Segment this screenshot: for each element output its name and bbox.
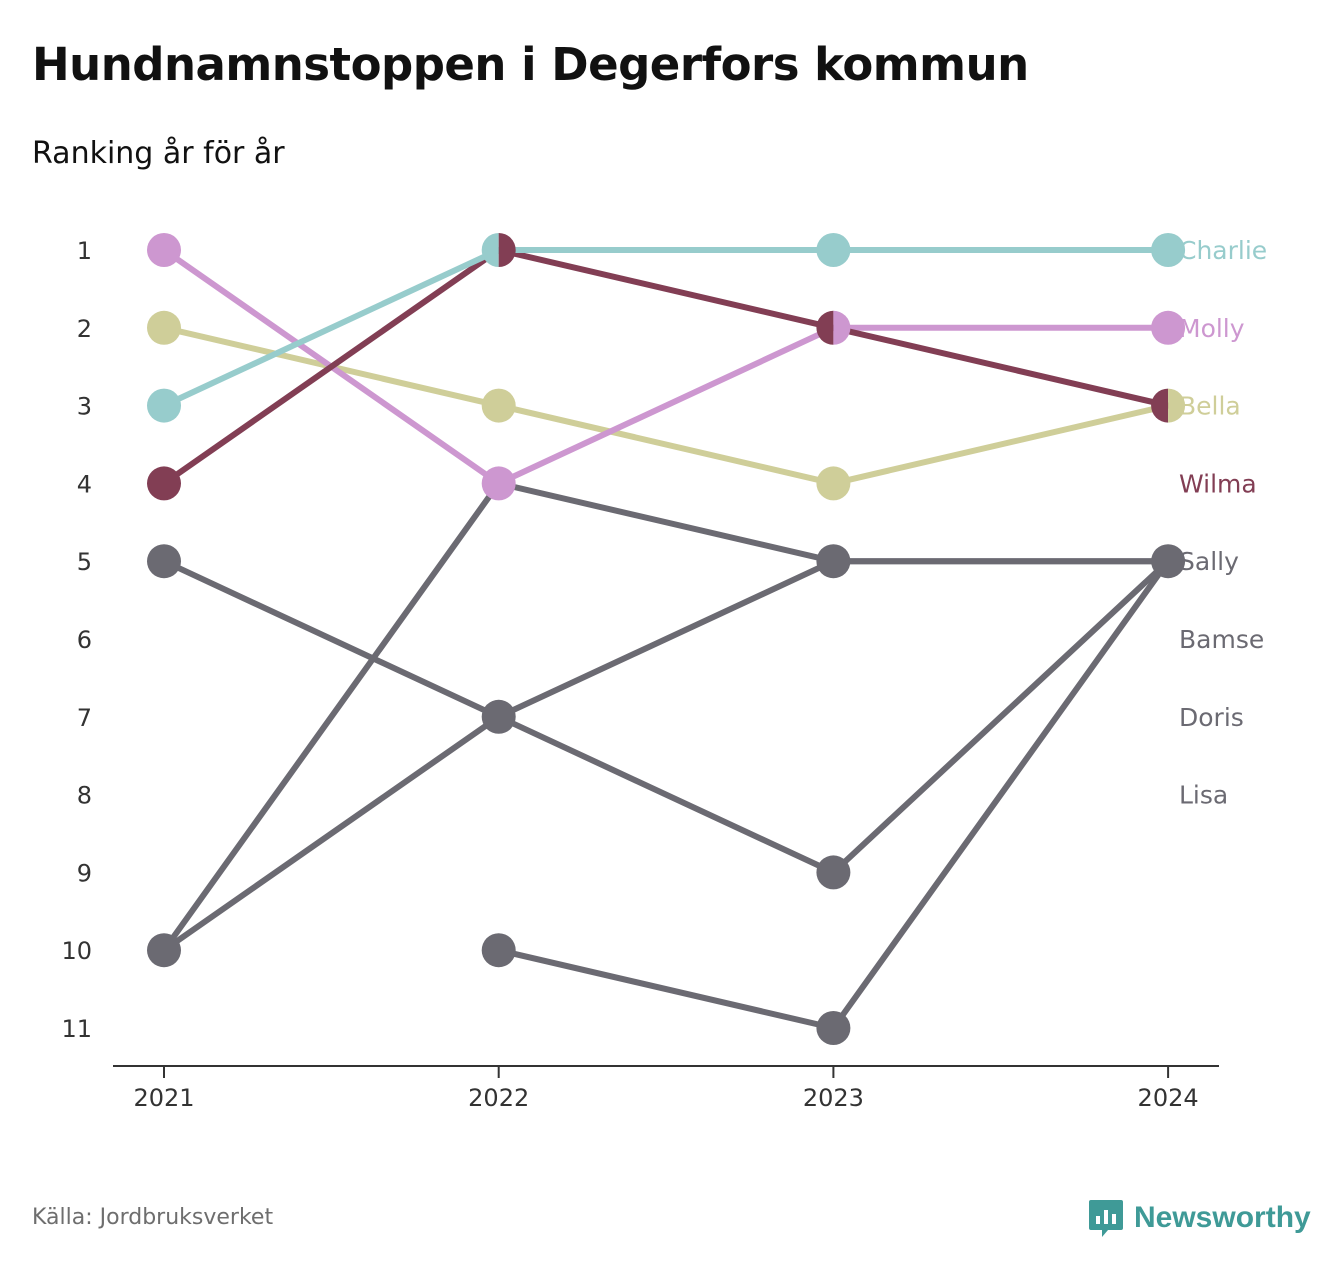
end-label-charlie: Charlie [1179,236,1267,265]
y-tick-label: 2 [77,315,92,343]
end-label-sally: Sally [1179,547,1239,576]
end-label-wilma: Wilma [1179,469,1257,498]
point-charlie [1151,233,1186,267]
newsworthy-logo: Newsworthy [1088,1196,1311,1240]
x-tick-label: 2021 [133,1084,194,1112]
y-tick-label: 1 [77,237,92,265]
series-line-charlie [161,247,1172,409]
point-charlie [816,233,851,267]
chart-subtitle: Ranking år för år [32,136,285,171]
point-half-right [498,233,516,267]
point-bamse [147,544,181,579]
end-label-lisa: Lisa [1179,781,1228,810]
series-line-doris [161,558,1172,954]
point-charlie [147,388,181,423]
point-bella [481,388,516,423]
newsworthy-logo-icon [1089,1200,1123,1237]
x-tick-label: 2023 [803,1084,864,1112]
series-lines [161,247,1172,1031]
series-line-lisa [495,558,1172,1031]
point-wilma-charlie [481,233,516,267]
x-axis-ticks: 2021 2022 2023 2024 [133,1066,1199,1112]
end-label-doris: Doris [1179,703,1244,732]
point-bella [147,310,181,345]
series-line-wilma [161,247,1172,487]
point-bamse [816,855,851,890]
point-doris-bamse [481,699,516,734]
point-lisa-doris-bamse-sally [1151,544,1186,579]
point-bella [816,466,851,501]
point-doris-sally [147,933,181,968]
point-lisa [816,1011,851,1045]
point-lisa [481,933,516,968]
end-label-bamse: Bamse [1179,625,1264,654]
y-axis-ticks: 1 2 3 4 5 6 7 8 9 10 11 [61,237,92,1043]
point-sally-molly [481,466,516,501]
y-tick-label: 10 [61,937,92,965]
point-wilma [147,466,181,501]
point-half-right [1168,388,1186,423]
series-line-molly [161,247,1172,487]
series-line-sally [161,480,1172,954]
y-tick-label: 9 [77,859,92,887]
y-tick-label: 4 [77,470,92,498]
point-half-right [833,310,851,345]
y-tick-label: 3 [77,393,92,421]
end-label-bella: Bella [1179,392,1241,421]
y-tick-label: 11 [61,1015,92,1043]
y-tick-label: 7 [77,704,92,732]
y-tick-label: 5 [77,548,92,576]
x-tick-label: 2022 [468,1084,529,1112]
point-molly [1151,310,1186,345]
point-half-left [816,310,834,345]
x-tick-label: 2024 [1138,1084,1199,1112]
series-line-bamse [161,558,1172,876]
point-half-left [1151,388,1169,423]
y-tick-label: 6 [77,626,92,654]
point-molly [147,233,181,267]
point-molly-wilma [816,310,851,345]
point-half-left [481,233,499,267]
point-doris-sally [816,544,851,579]
series-points [147,233,1186,1045]
series-end-labels: Charlie Molly Bella Wilma Sally Bamse Doris Lis… [1179,236,1267,810]
chart-title: Hundnamnstoppen i Degerfors kommun [32,38,1029,91]
end-label-molly: Molly [1179,314,1245,343]
y-tick-label: 8 [77,782,92,810]
source-note: Källa: Jordbruksverket [32,1205,274,1230]
point-bella-wilma [1151,388,1186,423]
brand-name: Newsworthy [1134,1201,1311,1234]
